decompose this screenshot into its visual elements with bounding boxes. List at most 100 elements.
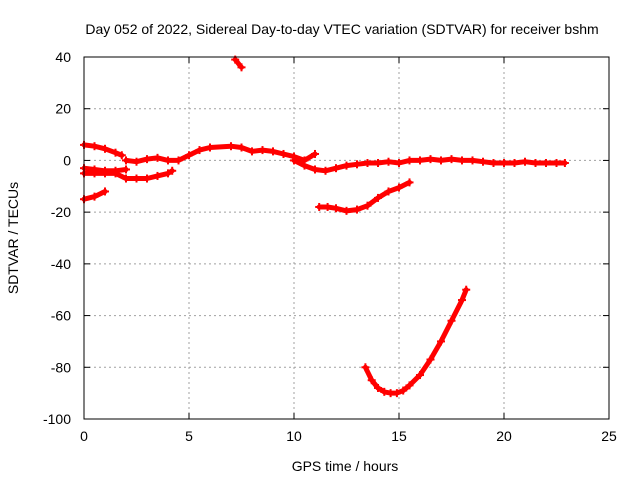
- data-point: [552, 159, 561, 168]
- data-point: [458, 296, 466, 305]
- data-point: [447, 155, 456, 164]
- data-point: [510, 159, 519, 168]
- data-point: [374, 193, 382, 202]
- data-point: [185, 151, 193, 160]
- data-point: [392, 389, 401, 398]
- data-point: [374, 159, 382, 168]
- x-tick-label: 15: [391, 428, 407, 444]
- series-track-1: [232, 57, 244, 70]
- data-point: [258, 146, 267, 155]
- y-tick-label: -20: [51, 204, 71, 220]
- data-point: [374, 383, 382, 392]
- data-point: [111, 148, 120, 157]
- data-point: [367, 376, 376, 385]
- data-point: [164, 169, 172, 178]
- data-point: [122, 156, 130, 165]
- data-point: [248, 147, 256, 156]
- x-tick-label: 5: [185, 428, 193, 444]
- data-point: [458, 156, 466, 165]
- data-point: [479, 157, 487, 166]
- series-track-5: [81, 168, 175, 181]
- data-point: [342, 161, 351, 170]
- x-tick-label: 20: [496, 428, 512, 444]
- series-track-9: [362, 287, 469, 396]
- data-point: [279, 149, 288, 158]
- y-tick-label: 0: [63, 152, 71, 168]
- data-point: [122, 174, 130, 183]
- data-point: [153, 153, 162, 162]
- y-axis-label: SDTVAR / TECUs: [5, 182, 21, 294]
- data-point: [269, 147, 277, 156]
- y-tick-label: -100: [43, 411, 71, 427]
- data-point: [405, 178, 414, 187]
- data-point: [174, 156, 183, 165]
- axis-ticks: 0 5 10 15 20 25 -100 -80 -60 -40 -20 0 20 40: [43, 49, 617, 444]
- data-point: [164, 156, 172, 165]
- x-tick-label: 0: [80, 428, 88, 444]
- data-point: [342, 206, 351, 215]
- data-point: [462, 285, 471, 294]
- data-point: [416, 371, 424, 380]
- data-point: [101, 144, 109, 153]
- data-point: [353, 205, 361, 214]
- grid-lines: [84, 57, 609, 419]
- x-tick-label: 25: [601, 428, 617, 444]
- data-point: [353, 160, 361, 169]
- data-point: [237, 63, 246, 72]
- data-point: [111, 166, 120, 175]
- data-point: [195, 146, 204, 155]
- y-tick-label: -60: [51, 308, 71, 324]
- data-point: [332, 164, 340, 173]
- data-point: [380, 387, 389, 396]
- data-point: [531, 159, 540, 168]
- y-tick-label: 20: [55, 101, 71, 117]
- data-point: [489, 159, 498, 168]
- plot-frame: [83, 56, 610, 420]
- data-point: [311, 149, 319, 158]
- data-point: [315, 202, 324, 211]
- y-tick-label: -80: [51, 359, 71, 375]
- data-point: [437, 156, 445, 165]
- data-point: [426, 155, 435, 164]
- x-axis-label: GPS time / hours: [292, 458, 399, 474]
- data-point: [405, 156, 414, 165]
- data-point: [321, 166, 330, 175]
- data-point: [384, 157, 393, 166]
- data-point: [132, 157, 141, 166]
- data-point: [560, 159, 569, 168]
- y-tick-label: 40: [55, 49, 71, 65]
- chart-title: Day 052 of 2022, Sidereal Day-to-day VTE…: [85, 21, 598, 37]
- data-point: [500, 159, 508, 168]
- data-point: [437, 337, 445, 346]
- data-point: [405, 381, 414, 390]
- data-point: [363, 159, 372, 168]
- data-point: [361, 363, 370, 372]
- data-point: [384, 187, 393, 196]
- data-point: [426, 355, 435, 364]
- data-point: [143, 155, 151, 164]
- x-tick-label: 10: [286, 428, 302, 444]
- data-point: [227, 142, 235, 151]
- data-point: [447, 316, 456, 325]
- data-point: [542, 159, 550, 168]
- data-point: [521, 157, 529, 166]
- data-point: [323, 202, 332, 211]
- data-point: [90, 192, 99, 201]
- data-point: [468, 156, 477, 165]
- data-point: [237, 143, 246, 152]
- data-point: [395, 159, 403, 168]
- data-point: [90, 165, 99, 174]
- data-point: [416, 156, 424, 165]
- data-point: [399, 386, 408, 395]
- data-point: [311, 165, 319, 174]
- data-point: [395, 183, 403, 192]
- data-point: [90, 142, 99, 151]
- data-point: [300, 161, 309, 170]
- data-point: [153, 171, 162, 180]
- y-tick-label: -40: [51, 256, 71, 272]
- data-point: [117, 151, 126, 160]
- data-series: [80, 55, 569, 398]
- data-point: [290, 156, 298, 165]
- data-point: [332, 204, 340, 213]
